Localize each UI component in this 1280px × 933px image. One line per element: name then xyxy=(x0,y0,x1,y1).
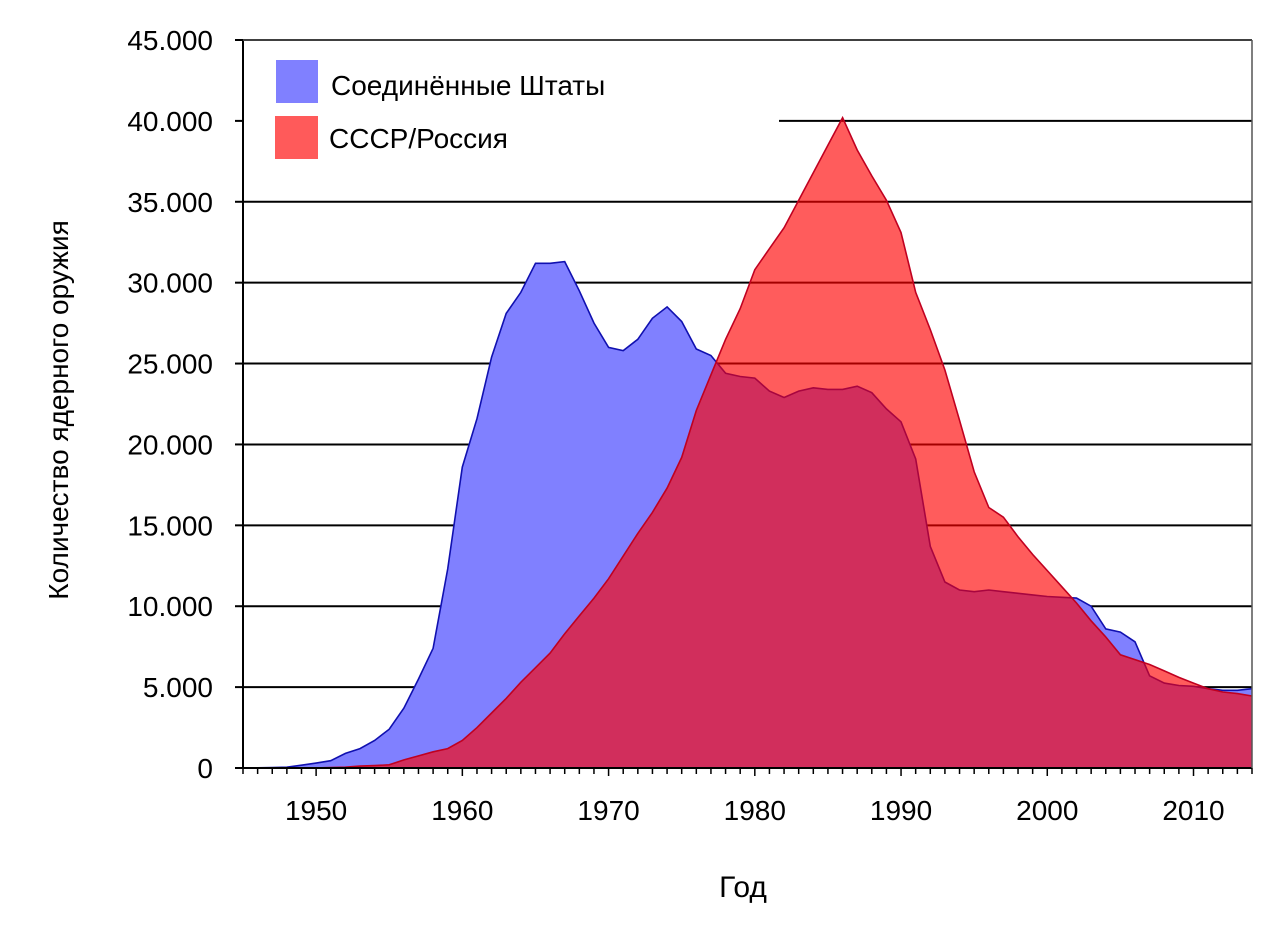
y-tick-label: 10.000 xyxy=(127,591,213,622)
x-tick-label: 1990 xyxy=(870,795,932,826)
legend-label-ussr: СССР/Россия xyxy=(329,123,508,154)
y-tick-labels: 0 5.000 10.000 15.000 20.000 25.000 30.000 35.0… xyxy=(127,25,213,784)
y-axis-label: Количество ядерного оружия xyxy=(43,220,74,599)
y-tick-label: 25.000 xyxy=(127,349,213,380)
x-tick-label: 1960 xyxy=(431,795,493,826)
x-axis-label: Год xyxy=(719,871,767,904)
y-tick-label: 45.000 xyxy=(127,25,213,56)
y-tick-label: 30.000 xyxy=(127,268,213,299)
x-tick-label: 1980 xyxy=(724,795,786,826)
legend-label-us: Соединённые Штаты xyxy=(331,70,605,101)
x-tick-label: 2000 xyxy=(1016,795,1078,826)
y-tick-label: 5.000 xyxy=(143,672,213,703)
line-ussr xyxy=(301,115,1253,769)
x-tick-label: 2010 xyxy=(1162,795,1224,826)
x-tick-labels: 1950 1960 1970 1980 1990 2000 2010 xyxy=(285,795,1225,826)
y-tick-label: 0 xyxy=(197,753,213,784)
x-tick-label: 1970 xyxy=(577,795,639,826)
legend: Соединённые Штаты СССР/Россия xyxy=(244,42,779,170)
y-tick-label: 20.000 xyxy=(127,429,213,460)
y-tick-label: 40.000 xyxy=(127,106,213,137)
legend-background xyxy=(244,42,779,170)
legend-swatch-us xyxy=(276,60,318,103)
y-tick-label: 35.000 xyxy=(127,187,213,218)
x-tick-label: 1950 xyxy=(285,795,347,826)
series-areas xyxy=(242,115,1253,769)
legend-swatch-ussr xyxy=(275,116,318,159)
axes xyxy=(235,39,1253,776)
y-tick-label: 15.000 xyxy=(127,510,213,541)
area-ussr xyxy=(301,117,1252,768)
